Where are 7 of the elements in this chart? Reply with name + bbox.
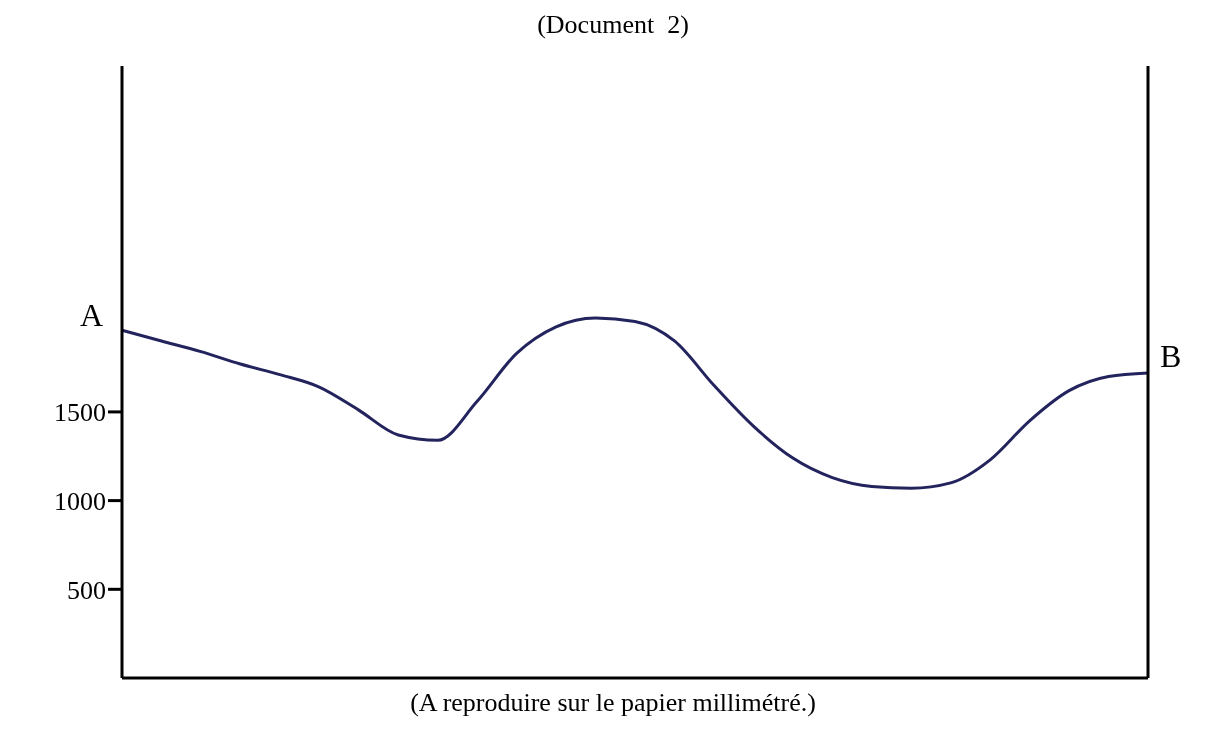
text: A — [80, 297, 104, 334]
y-tick-label: 1000 — [54, 486, 106, 516]
chart-title: (Document 2) — [536, 9, 690, 41]
text: B — [1160, 337, 1182, 374]
y-tick-label: 500 — [67, 575, 106, 605]
y-tick-label: 1500 — [54, 398, 106, 428]
text: (A reproduire sur le papier millimétré.) — [409, 688, 817, 718]
